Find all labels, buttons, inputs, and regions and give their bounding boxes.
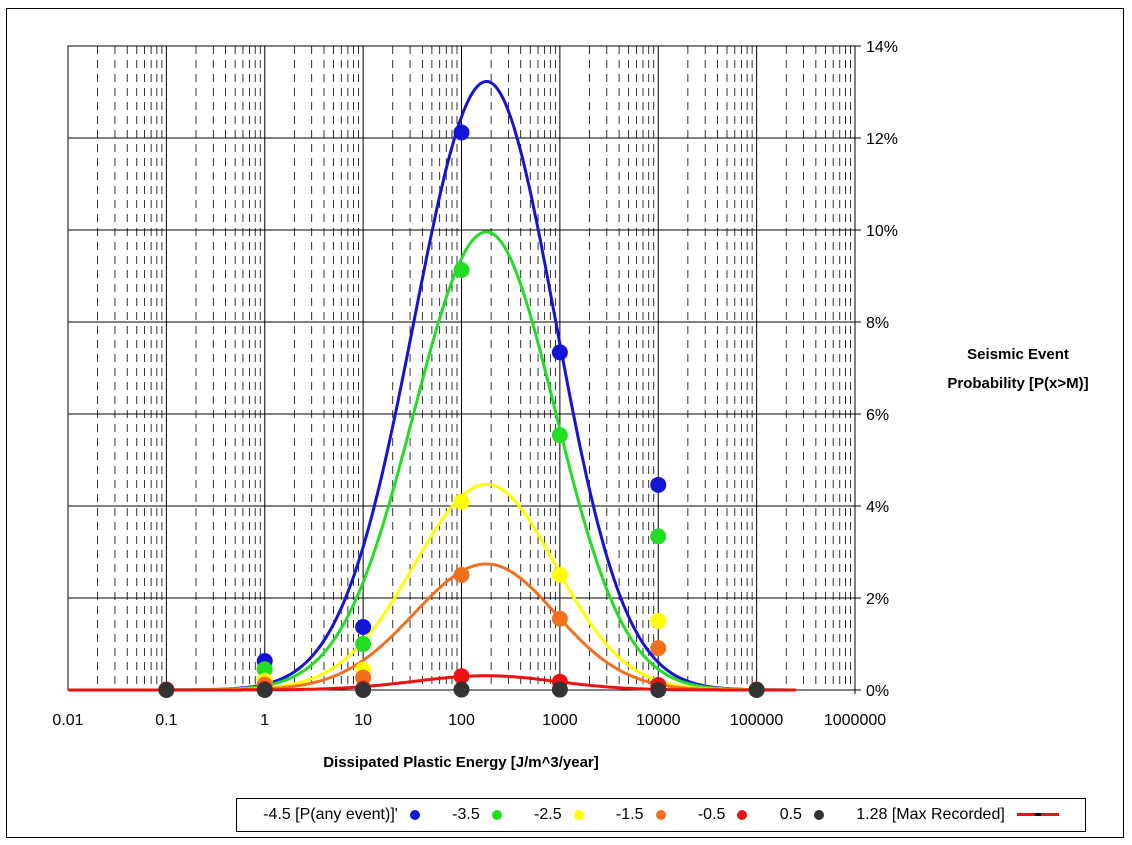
legend-label: 0.5 xyxy=(779,806,802,823)
legend-marker xyxy=(491,810,502,820)
data-point xyxy=(158,682,175,698)
legend-label: -2.5 xyxy=(534,806,562,823)
legend-label: 1.28 [Max Recorded] xyxy=(856,806,1005,823)
data-point xyxy=(453,567,470,583)
legend-marker xyxy=(409,810,420,820)
y-tick-label: 14% xyxy=(866,39,898,56)
fit-curves xyxy=(68,79,796,692)
data-point xyxy=(551,567,568,583)
data-point xyxy=(355,669,372,686)
legend-marker xyxy=(737,810,748,820)
data-point xyxy=(453,493,470,510)
data-point xyxy=(551,427,568,444)
legend-marker xyxy=(813,810,824,820)
data-point xyxy=(650,682,667,698)
data-point xyxy=(650,640,667,657)
legend-marker xyxy=(573,810,584,820)
y-tick-label: 4% xyxy=(866,499,889,516)
x-tick-labels: 0.01 0.1 1 10 100 1000 10000 100000 1000000 xyxy=(52,712,886,729)
x-tick-label: 1000000 xyxy=(824,712,886,729)
data-point xyxy=(453,124,470,141)
x-tick-label: 10 xyxy=(354,712,372,729)
legend-item: 1.28 [Max Recorded] xyxy=(856,806,1059,824)
legend-item: -0.5 xyxy=(698,806,748,824)
legend-item: -3.5 xyxy=(452,806,502,824)
legend-item: -4.5 [P(any event)]' xyxy=(263,806,420,824)
legend-line-marker xyxy=(1016,813,1059,817)
legend-label: -1.5 xyxy=(615,806,644,823)
y-tick-label: 0% xyxy=(866,683,889,700)
y-axis-title-line1: Seismic Event xyxy=(967,346,1069,363)
data-point xyxy=(453,681,470,698)
data-point xyxy=(453,262,470,279)
legend-label: -0.5 xyxy=(697,806,726,823)
data-point xyxy=(551,681,568,698)
data-point xyxy=(355,618,372,635)
x-axis-title: Dissipated Plastic Energy [J/m^3/year] xyxy=(323,754,599,771)
x-tick-label: 100000 xyxy=(730,712,783,729)
grid xyxy=(67,45,861,694)
legend-item: -2.5 xyxy=(534,806,584,824)
y-tick-labels: 0% 2% 4% 6% 8% 10% 12% 14% xyxy=(866,39,898,700)
x-tick-label: 1000 xyxy=(542,712,578,729)
data-point xyxy=(256,661,273,678)
data-point xyxy=(551,344,568,361)
data-point xyxy=(256,682,273,698)
x-tick-label: 1 xyxy=(260,712,269,729)
data-point xyxy=(650,613,667,629)
data-point xyxy=(355,682,372,698)
data-point xyxy=(551,610,568,627)
data-point xyxy=(748,682,765,698)
legend-marker xyxy=(655,810,666,820)
y-tick-label: 12% xyxy=(866,131,898,148)
y-tick-label: 6% xyxy=(866,407,889,424)
legend-label: -4.5 [P(any event)]' xyxy=(263,806,398,823)
x-tick-label: 100 xyxy=(448,712,475,729)
data-points xyxy=(158,124,765,698)
data-point xyxy=(650,476,667,493)
y-tick-label: 2% xyxy=(866,591,889,608)
data-point xyxy=(453,668,470,685)
data-point xyxy=(650,528,667,545)
chart-frame xyxy=(6,8,1124,838)
legend-item: -1.5 xyxy=(616,806,666,824)
x-tick-label: 10000 xyxy=(636,712,681,729)
legend: -4.5 [P(any event)]' -3.5 -2.5 -1.5 -0.5… xyxy=(236,798,1086,832)
data-point xyxy=(355,636,372,652)
y-tick-label: 8% xyxy=(866,315,889,332)
legend-label: -3.5 xyxy=(452,806,480,823)
legend-item: 0.5 xyxy=(780,806,824,824)
y-axis-title-line2: Probability [P(x>M)] xyxy=(947,375,1088,392)
fit-curve xyxy=(68,674,796,692)
y-tick-label: 10% xyxy=(866,223,898,240)
x-tick-label: 0.1 xyxy=(155,712,177,729)
x-tick-label: 0.01 xyxy=(52,712,83,729)
